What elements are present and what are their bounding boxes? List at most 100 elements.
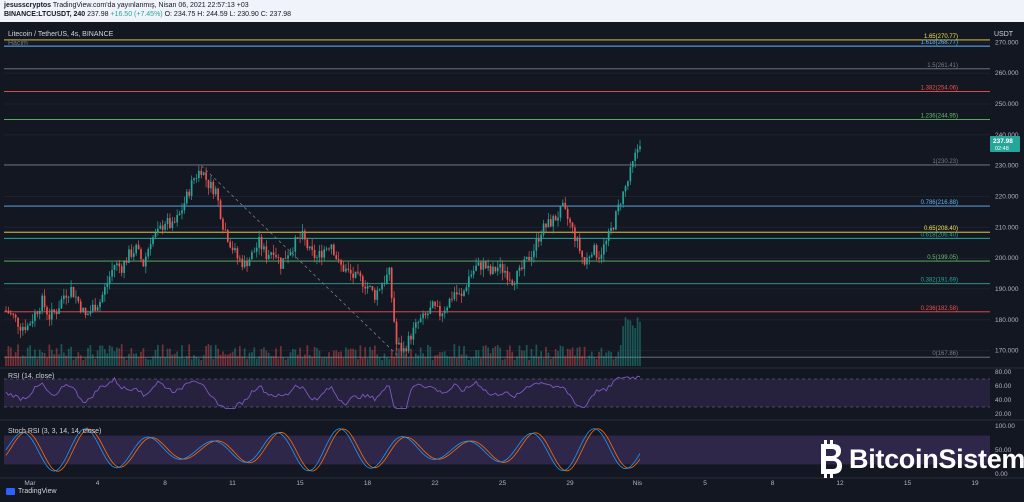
candle-body xyxy=(246,260,248,267)
candle-body xyxy=(480,262,482,270)
volume-bar xyxy=(489,353,492,366)
volume-bar xyxy=(308,354,311,366)
fib-label: 0.618(206.40) xyxy=(921,232,958,238)
volume-bar xyxy=(202,355,205,366)
volume-bar xyxy=(460,354,463,366)
candle-body xyxy=(94,304,97,311)
candle-body xyxy=(361,276,364,287)
candle-body xyxy=(188,191,191,196)
volume-bar xyxy=(381,359,383,366)
volume-bar xyxy=(501,359,504,366)
grid xyxy=(0,41,1024,479)
candle-body xyxy=(9,313,12,315)
candle-body xyxy=(547,219,550,228)
bitcoin-logo-icon xyxy=(821,440,842,478)
candle-body xyxy=(140,249,142,260)
volume-bar xyxy=(251,352,253,366)
volume-bar xyxy=(106,353,109,366)
volume-bar xyxy=(405,354,408,366)
x-tick-label: 25 xyxy=(499,480,507,486)
volume-bar xyxy=(574,355,576,366)
candle-body xyxy=(89,311,92,314)
candle-body xyxy=(634,152,637,161)
volume-bar xyxy=(72,359,75,366)
price-axis: 170.000 180.000 190.000 200.000 210.000 220.0… xyxy=(990,39,1020,355)
volume-bar xyxy=(320,358,323,366)
candle-body xyxy=(210,181,212,189)
candle-body xyxy=(325,248,328,250)
candle-body xyxy=(347,268,350,270)
candle-body xyxy=(472,270,475,275)
volume-bar xyxy=(373,345,376,366)
volume-bar xyxy=(499,347,502,366)
volume-bar xyxy=(371,350,374,366)
rsi-tick-label: 20.00 xyxy=(995,411,1012,418)
volume-bar xyxy=(535,344,538,366)
last-price-value: 237.98 xyxy=(993,138,1013,145)
candle-body xyxy=(17,317,19,327)
tradingview-logo[interactable]: TradingView xyxy=(6,488,57,495)
volume-bar xyxy=(231,351,234,366)
candle-body xyxy=(106,283,109,287)
volume-bar xyxy=(583,346,586,366)
volume-bar xyxy=(195,356,198,366)
volume-bar xyxy=(60,344,63,366)
x-tick-label: 18 xyxy=(364,480,372,486)
fib-label: 1.618(268.77) xyxy=(921,40,958,46)
candle-body xyxy=(183,203,186,211)
author-name: jesusscryptos xyxy=(4,2,52,9)
candle-body xyxy=(26,325,29,330)
candle-body xyxy=(152,237,154,245)
volume-bar xyxy=(417,355,420,366)
candle-body xyxy=(82,307,84,312)
candle-body xyxy=(564,202,567,209)
volume-bar xyxy=(554,349,557,366)
volume-bar xyxy=(634,328,637,366)
candle-body xyxy=(460,293,463,296)
volume-bar xyxy=(639,321,641,366)
candle-body xyxy=(537,238,540,242)
candle-body xyxy=(431,301,434,308)
candle-body xyxy=(330,244,333,250)
candle-body xyxy=(67,296,70,298)
volume-bar xyxy=(615,356,617,366)
volume-bar xyxy=(190,359,193,366)
candle-body xyxy=(528,256,530,261)
candle-body xyxy=(378,289,381,291)
candle-body xyxy=(214,188,217,195)
stoch-d-line xyxy=(5,428,641,472)
volume-bar xyxy=(34,349,36,366)
candle-body xyxy=(574,227,576,242)
volume-bar xyxy=(159,356,162,366)
chart-canvas[interactable]: 1.65(270.77)1.618(268.77) 1.5(261.41) 1.38… xyxy=(0,22,1024,486)
time-axis: Mar 4 8 11 15 18 22 25 29 Nis 5 8 12 15 19 xyxy=(24,480,979,486)
volume-bar xyxy=(130,348,133,366)
volume-bar xyxy=(236,355,239,366)
candle-body xyxy=(545,223,547,228)
volume-bar xyxy=(63,352,65,366)
volume-bar xyxy=(229,353,232,366)
volume-bar xyxy=(282,357,285,366)
volume-bar xyxy=(369,346,371,366)
rsi-label: RSI (14, close) xyxy=(8,373,54,380)
candle-body xyxy=(181,210,183,214)
candle-body xyxy=(284,258,287,260)
candle-body xyxy=(410,335,412,340)
volume-bar xyxy=(598,351,600,366)
candle-body xyxy=(159,225,162,229)
volume-bar xyxy=(528,359,530,366)
candle-body xyxy=(422,313,424,319)
candle-body xyxy=(38,310,41,314)
volume-bar xyxy=(441,352,444,366)
y-tick-label: 180.000 xyxy=(995,317,1019,324)
volume-bar xyxy=(48,344,51,366)
candle-body xyxy=(388,267,391,275)
candle-body xyxy=(566,208,569,219)
rsi-tick-label: 80.00 xyxy=(995,369,1012,376)
volume-bar xyxy=(393,357,395,366)
bitcoinsistemi-text: BitcoinSistemi xyxy=(849,443,1024,474)
volume-bar xyxy=(610,351,612,366)
volume-bar xyxy=(140,351,142,366)
candle-body xyxy=(477,262,480,266)
candle-body xyxy=(135,244,138,254)
